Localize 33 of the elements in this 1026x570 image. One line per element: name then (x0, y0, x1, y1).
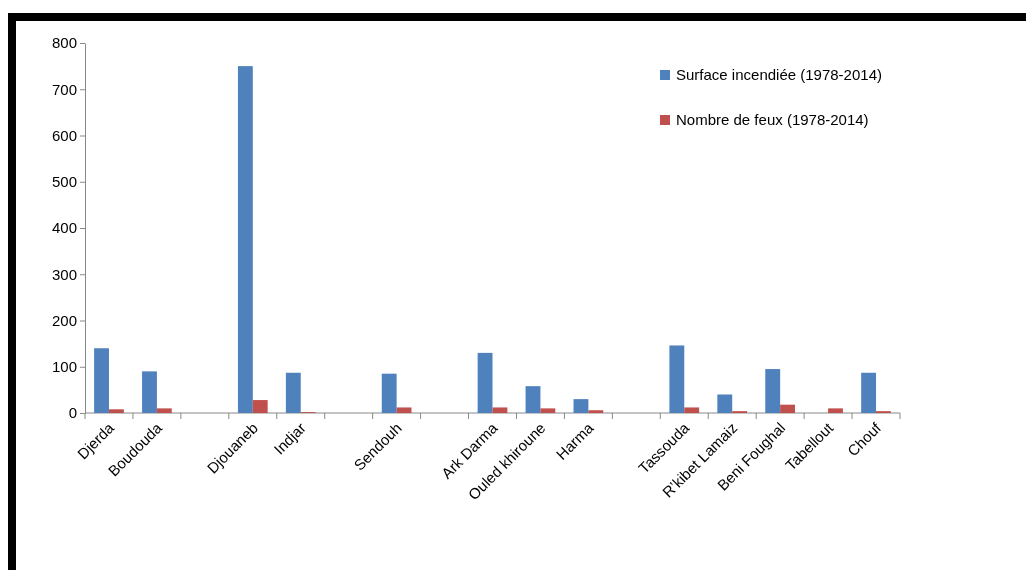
bar (669, 345, 685, 413)
bar (861, 372, 877, 413)
bar (717, 394, 733, 413)
bar (525, 386, 541, 413)
bar (684, 407, 700, 413)
bar (108, 409, 124, 413)
y-tick-label: 500 (51, 173, 77, 191)
bar (94, 348, 109, 413)
bar (477, 352, 493, 413)
legend-label: Nombre de feux (1978-2014) (676, 111, 869, 128)
bar (396, 407, 412, 413)
bar (540, 408, 556, 413)
bar (588, 410, 604, 413)
y-tick-label: 200 (51, 311, 77, 329)
y-tick-label: 100 (51, 358, 77, 376)
bar (780, 404, 796, 413)
legend-label: Surface incendiée (1978-2014) (676, 66, 882, 83)
y-tick-label: 700 (51, 80, 77, 98)
bar (828, 408, 843, 413)
bar (492, 407, 508, 413)
y-tick-label: 0 (68, 404, 77, 422)
y-tick-label: 400 (51, 219, 77, 237)
bar (765, 369, 781, 413)
bar (252, 400, 268, 413)
bar (156, 408, 172, 413)
y-tick-label: 600 (51, 126, 77, 144)
bar (285, 372, 301, 413)
bar (237, 66, 253, 413)
bar (573, 399, 589, 413)
y-tick-label: 300 (51, 265, 77, 283)
bar (381, 373, 397, 413)
y-tick-label: 800 (51, 34, 77, 52)
bar (142, 371, 157, 413)
